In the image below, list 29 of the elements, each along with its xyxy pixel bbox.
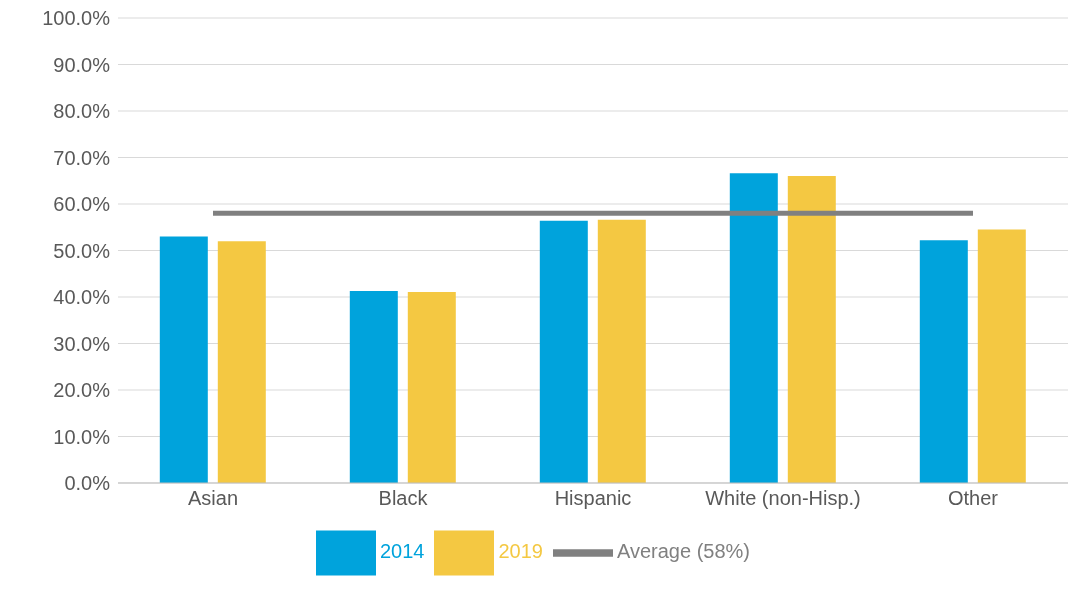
y-tick-label: 30.0% bbox=[53, 332, 111, 355]
legend-label: 2014 bbox=[379, 540, 425, 563]
y-tick-label: 50.0% bbox=[53, 239, 111, 262]
bar bbox=[349, 290, 398, 483]
y-tick-label: 100.0% bbox=[42, 7, 111, 30]
y-tick-label: 10.0% bbox=[53, 425, 111, 448]
y-tick-label: 80.0% bbox=[53, 100, 111, 123]
y-tick-label: 90.0% bbox=[53, 53, 111, 76]
x-tick-label: Hispanic bbox=[554, 487, 632, 510]
bar bbox=[597, 219, 646, 483]
x-tick-label: White (non-Hisp.) bbox=[705, 487, 861, 510]
bar bbox=[539, 220, 588, 483]
bar bbox=[159, 236, 208, 483]
x-tick-label: Other bbox=[947, 487, 999, 510]
y-tick-label: 40.0% bbox=[53, 286, 111, 309]
y-tick-label: 70.0% bbox=[53, 146, 111, 169]
legend-label: Average (58%) bbox=[616, 540, 751, 563]
bar bbox=[787, 176, 836, 483]
y-tick-label: 0.0% bbox=[64, 472, 111, 495]
x-tick-label: Black bbox=[378, 487, 429, 510]
bar bbox=[217, 241, 266, 483]
bar bbox=[729, 173, 778, 483]
y-tick-label: 60.0% bbox=[53, 193, 111, 216]
x-tick-label: Asian bbox=[187, 487, 239, 510]
legend-label: 2019 bbox=[498, 540, 543, 563]
bar bbox=[977, 229, 1026, 483]
bar bbox=[919, 240, 968, 483]
bar bbox=[407, 291, 456, 483]
y-tick-label: 20.0% bbox=[53, 379, 111, 402]
